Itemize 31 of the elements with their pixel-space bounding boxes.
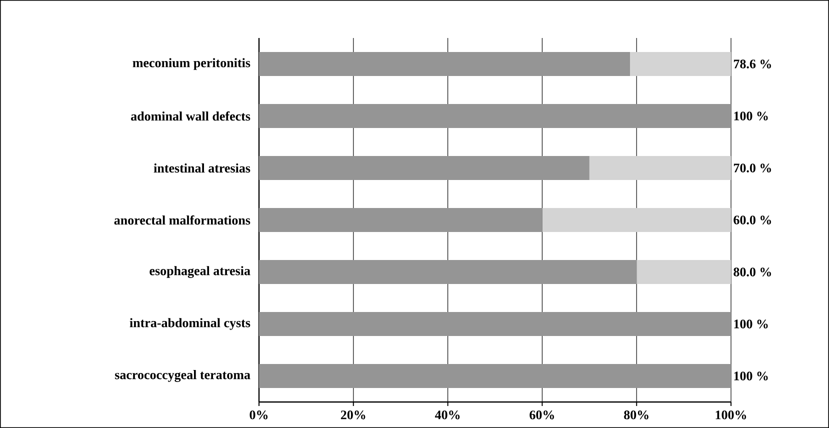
y-tick-label: intra-abdominal cysts [130, 318, 250, 330]
y-tick-label: meconium peritonitis [132, 58, 250, 70]
data-label: 60.0 % [734, 216, 771, 224]
data-label: 100 % [734, 320, 768, 328]
y-tick-label: esophageal atresia [150, 266, 250, 278]
bar [630, 52, 732, 76]
y-tick-label: sacrococcygeal teratoma [115, 370, 250, 382]
bar [542, 208, 732, 232]
data-label: 100 % [734, 372, 768, 380]
x-tick-label: 20% [340, 410, 366, 420]
bar [259, 312, 732, 336]
bar [259, 52, 630, 76]
bar [636, 260, 732, 284]
x-tick-label: 0% [250, 410, 268, 420]
data-label: 80.0 % [734, 268, 771, 276]
bar [589, 156, 732, 180]
x-tick-label: 80% [624, 410, 648, 420]
bar [259, 260, 637, 284]
bar [259, 156, 590, 180]
x-tick-label: 100% [716, 410, 746, 420]
bar [259, 104, 732, 128]
x-tick-label: 40% [434, 410, 460, 420]
y-tick-label: adominal wall defects [131, 111, 250, 121]
y-tick-label: anorectal malformations [114, 215, 250, 225]
bar [259, 208, 542, 232]
data-label: 70.0 % [734, 164, 771, 172]
data-label: 100 % [734, 112, 768, 120]
bar [259, 364, 732, 388]
x-tick-label: 60% [530, 410, 554, 420]
data-label: 78.6 % [734, 60, 771, 68]
y-tick-label: intestinal atresias [154, 163, 250, 173]
